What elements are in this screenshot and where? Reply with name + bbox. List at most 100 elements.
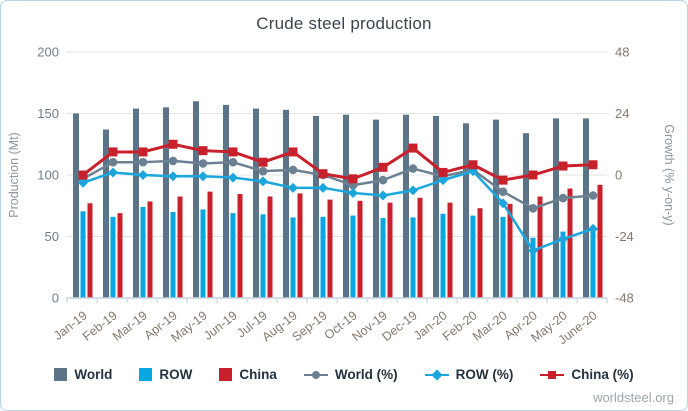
bar-world-june-20[interactable] [583, 118, 589, 298]
point-china-nov-19[interactable] [378, 162, 388, 172]
bar-row-oct-19[interactable] [350, 215, 356, 298]
bar-world-jun-19[interactable] [223, 104, 229, 298]
bar-row-mar-19[interactable] [140, 206, 146, 298]
bar-china-aug-19[interactable] [297, 193, 303, 298]
point-china-may-19[interactable] [198, 146, 208, 156]
bar-row-mar-20[interactable] [500, 216, 506, 298]
bar-row-dec-19[interactable] [410, 217, 416, 298]
point-row-jul-19[interactable] [258, 176, 268, 187]
bar-world-feb-20[interactable] [463, 123, 469, 298]
point-row-mar-20[interactable] [498, 198, 508, 209]
bar-row-may-20[interactable] [560, 231, 566, 298]
bar-world-nov-19[interactable] [373, 119, 379, 299]
bar-china-sep-19[interactable] [327, 199, 333, 298]
bar-world-feb-19[interactable] [103, 129, 109, 298]
point-row-sep-19[interactable] [318, 182, 328, 193]
bar-world-sep-19[interactable] [313, 115, 319, 299]
point-row-jun-19[interactable] [228, 172, 238, 183]
bar-world-apr-20[interactable] [523, 133, 529, 298]
bar-world-jan-19[interactable] [73, 113, 79, 299]
bar-china-jan-20[interactable] [447, 202, 453, 298]
point-china-mar-19[interactable] [138, 147, 148, 157]
bar-china-june-20[interactable] [597, 184, 603, 298]
point-china-mar-20[interactable] [498, 175, 508, 185]
point-row-mar-19[interactable] [138, 170, 148, 180]
point-china-jun-19[interactable] [228, 147, 238, 157]
point-china-sep-19[interactable] [318, 169, 328, 179]
bar-china-dec-19[interactable] [417, 197, 423, 298]
point-world-mar-19[interactable] [138, 157, 148, 167]
bar-world-may-19[interactable] [193, 101, 199, 298]
point-china-dec-19[interactable] [408, 143, 418, 153]
bar-china-oct-19[interactable] [357, 200, 363, 298]
point-row-jan-20[interactable] [438, 175, 448, 186]
legend-item-china-growth[interactable]: China (%) [540, 367, 634, 382]
point-world-dec-19[interactable] [408, 164, 418, 173]
point-china-june-20[interactable] [588, 160, 598, 170]
bar-world-aug-19[interactable] [283, 109, 289, 298]
bar-world-jan-20[interactable] [433, 115, 439, 299]
point-world-may-20[interactable] [558, 193, 568, 203]
point-world-mar-20[interactable] [498, 187, 508, 196]
point-china-apr-19[interactable] [168, 139, 178, 149]
bar-row-jan-20[interactable] [440, 213, 446, 298]
bar-china-jun-19[interactable] [237, 194, 243, 298]
point-china-apr-20[interactable] [528, 170, 538, 180]
point-world-apr-19[interactable] [168, 156, 178, 166]
point-row-apr-20[interactable] [528, 245, 538, 256]
bar-china-may-19[interactable] [207, 191, 213, 298]
bar-world-jul-19[interactable] [253, 108, 259, 298]
bar-china-apr-19[interactable] [177, 196, 183, 298]
bar-row-feb-19[interactable] [110, 216, 116, 298]
bar-row-june-20[interactable] [590, 226, 596, 298]
bar-row-apr-19[interactable] [170, 211, 176, 298]
point-china-may-20[interactable] [558, 161, 568, 171]
point-row-jan-19[interactable] [78, 177, 88, 188]
bar-china-mar-19[interactable] [147, 201, 153, 298]
bar-row-jan-19[interactable] [80, 211, 86, 298]
bar-world-oct-19[interactable] [343, 114, 349, 298]
point-world-jul-19[interactable] [258, 166, 268, 176]
point-china-feb-20[interactable] [468, 160, 478, 170]
point-row-feb-19[interactable] [108, 167, 118, 178]
bar-row-feb-20[interactable] [470, 215, 476, 298]
bar-china-jul-19[interactable] [267, 196, 273, 298]
bar-world-may-20[interactable] [553, 118, 559, 298]
bar-row-jul-19[interactable] [260, 214, 266, 298]
point-row-may-20[interactable] [558, 234, 568, 245]
bar-world-mar-19[interactable] [133, 108, 139, 298]
point-row-may-19[interactable] [198, 171, 208, 182]
legend-item-world-growth[interactable]: World (%) [303, 367, 398, 382]
bar-row-sep-19[interactable] [320, 216, 326, 298]
point-row-june-20[interactable] [588, 223, 598, 234]
point-world-nov-19[interactable] [378, 175, 388, 185]
bar-row-nov-19[interactable] [380, 218, 386, 298]
point-world-aug-19[interactable] [288, 165, 298, 175]
bar-row-apr-20[interactable] [530, 237, 536, 298]
point-china-jul-19[interactable] [258, 157, 268, 167]
legend-item-row[interactable]: ROW [139, 367, 192, 382]
legend-item-row-growth[interactable]: ROW (%) [424, 367, 513, 382]
bar-china-nov-19[interactable] [387, 202, 393, 298]
bar-row-aug-19[interactable] [290, 217, 296, 298]
bar-china-feb-19[interactable] [117, 213, 123, 298]
bar-world-mar-20[interactable] [493, 119, 499, 299]
point-world-feb-19[interactable] [108, 157, 118, 167]
bar-row-may-19[interactable] [200, 209, 206, 298]
point-row-apr-19[interactable] [168, 171, 178, 182]
legend-item-china[interactable]: China [219, 367, 277, 382]
point-row-aug-19[interactable] [288, 182, 298, 193]
bar-world-dec-19[interactable] [403, 114, 409, 298]
point-world-june-20[interactable] [588, 191, 598, 200]
point-row-nov-19[interactable] [378, 190, 388, 201]
point-china-feb-19[interactable] [108, 147, 118, 157]
bar-china-jan-19[interactable] [87, 203, 93, 298]
bar-china-feb-20[interactable] [477, 208, 483, 298]
bar-world-apr-19[interactable] [163, 107, 169, 298]
point-row-dec-19[interactable] [408, 185, 418, 196]
point-row-oct-19[interactable] [348, 187, 358, 198]
point-china-jan-20[interactable] [438, 167, 448, 177]
legend-item-world[interactable]: World [54, 367, 112, 382]
bar-china-mar-20[interactable] [507, 203, 513, 298]
point-world-may-19[interactable] [198, 159, 208, 168]
